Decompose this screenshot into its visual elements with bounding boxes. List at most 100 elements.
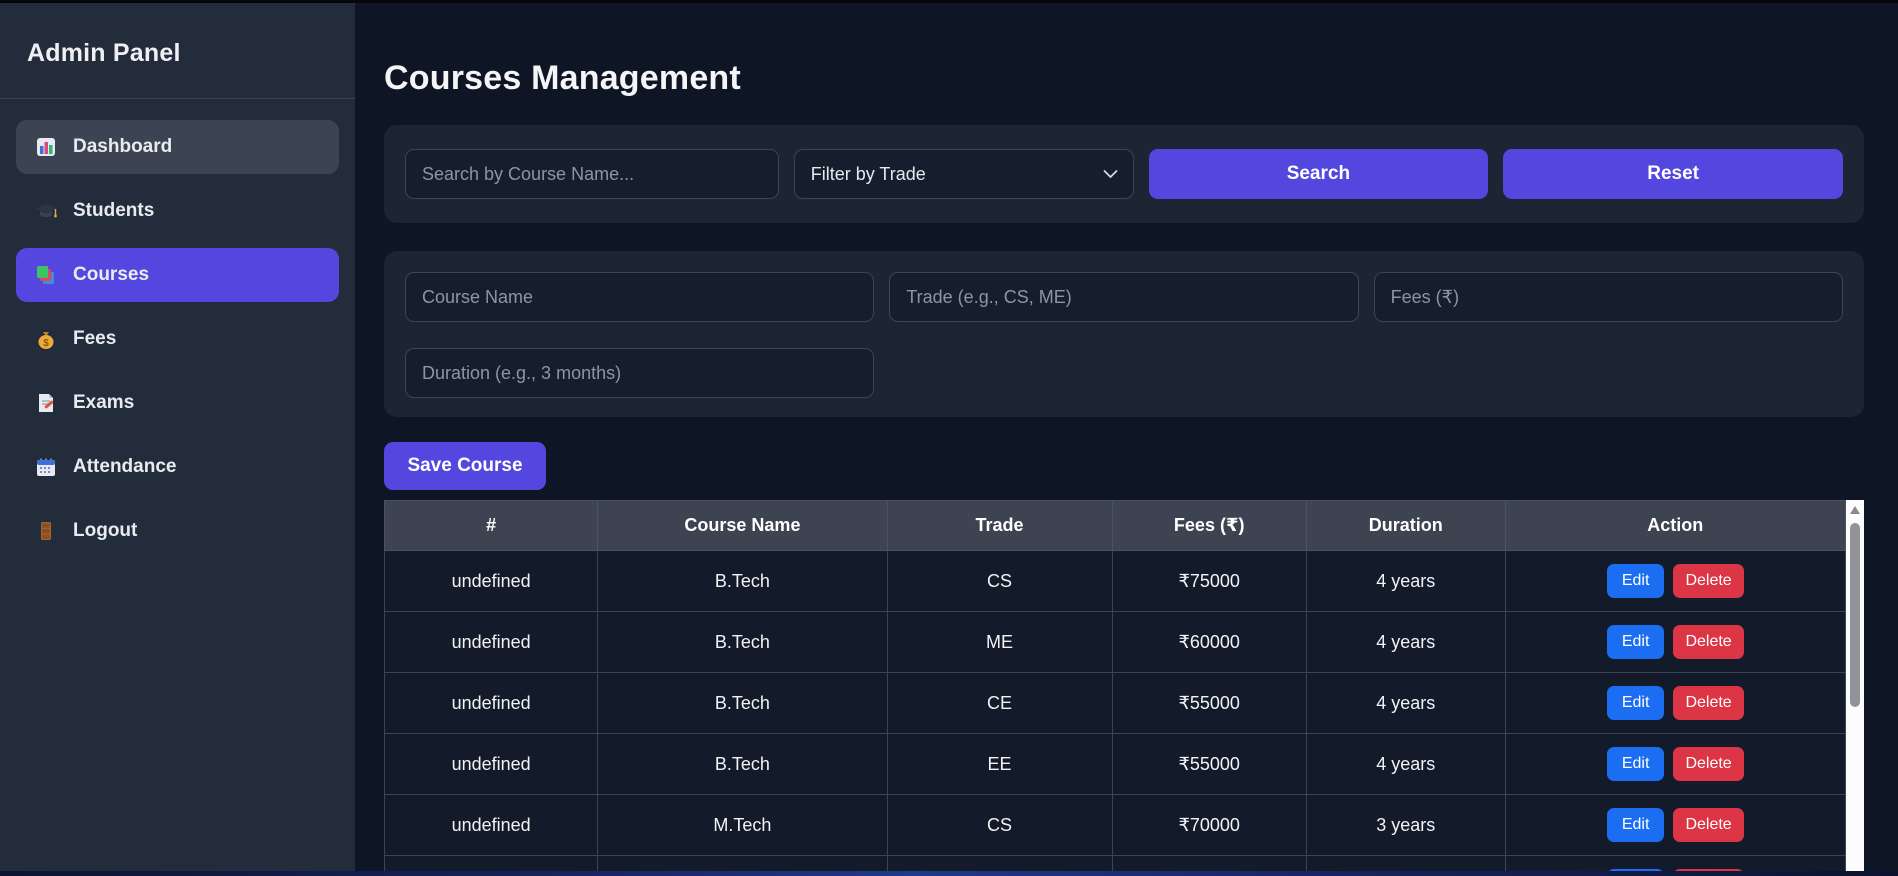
cell-duration: 4 years: [1305, 550, 1506, 612]
cell-trade: [886, 855, 1113, 876]
window-top-edge: [0, 0, 1898, 3]
cell-trade: CS: [886, 550, 1113, 612]
cell-fees: ₹55000: [1111, 733, 1307, 795]
cell-duration: 4 years: [1305, 672, 1506, 734]
cell-index: undefined: [384, 550, 599, 612]
cell-duration: 4 years: [1305, 733, 1506, 795]
column-header-course: Course Name: [597, 500, 888, 551]
sidebar: Admin Panel Dashboard Students Courses: [0, 3, 355, 876]
table-header-row: # Course Name Trade Fees (₹) Duration Ac…: [384, 500, 1847, 551]
cell-actions: Edit Delete: [1504, 550, 1847, 612]
cell-fees: ₹55000: [1111, 672, 1307, 734]
trade-field[interactable]: [889, 272, 1359, 322]
search-button[interactable]: Search: [1148, 149, 1489, 199]
sidebar-item-fees[interactable]: $ Fees: [16, 312, 339, 366]
exams-icon: [34, 391, 58, 415]
column-header-duration: Duration: [1305, 500, 1506, 551]
trade-filter-select[interactable]: Filter by Trade: [793, 149, 1134, 199]
search-filter-card: Filter by Trade Search Reset: [384, 125, 1864, 223]
dashboard-icon: [34, 135, 58, 159]
column-header-index: #: [384, 500, 599, 551]
cell-index: undefined: [384, 672, 599, 734]
column-header-trade: Trade: [886, 500, 1113, 551]
delete-button[interactable]: Delete: [1673, 564, 1744, 598]
edit-button[interactable]: Edit: [1606, 564, 1665, 598]
scrollbar-up-arrow-icon[interactable]: [1850, 506, 1860, 514]
table-row: undefined B.Tech ME ₹60000 4 years Edit …: [384, 611, 1847, 673]
sidebar-item-students[interactable]: Students: [16, 184, 339, 238]
column-header-fees: Fees (₹): [1111, 500, 1307, 551]
table-row: undefined B.Tech CE ₹55000 4 years Edit …: [384, 672, 1847, 734]
students-icon: [34, 199, 58, 223]
cell-fees: ₹70000: [1111, 794, 1307, 856]
courses-icon: [34, 263, 58, 287]
sidebar-nav: Dashboard Students Courses $ Fees: [0, 99, 355, 558]
attendance-icon: [34, 455, 58, 479]
course-form-card: [384, 251, 1864, 417]
column-header-action: Action: [1504, 500, 1847, 551]
edit-button[interactable]: Edit: [1606, 686, 1665, 720]
cell-duration: 3 years: [1305, 794, 1506, 856]
cell-course: M.Tech: [597, 794, 888, 856]
cell-duration: [1305, 855, 1506, 876]
cell-course: B.Tech: [597, 611, 888, 673]
save-course-button[interactable]: Save Course: [384, 442, 546, 490]
svg-text:$: $: [43, 338, 49, 349]
duration-field[interactable]: [405, 348, 875, 398]
sidebar-item-label: Students: [73, 200, 155, 221]
cell-course: B.Tech: [597, 733, 888, 795]
sidebar-item-label: Exams: [73, 392, 135, 413]
cell-fees: ₹75000: [1111, 550, 1307, 612]
fees-icon: $: [34, 327, 58, 351]
cell-actions: Edit Delete: [1504, 733, 1847, 795]
delete-button[interactable]: Delete: [1673, 747, 1744, 781]
fees-field[interactable]: [1373, 272, 1843, 322]
sidebar-item-label: Logout: [73, 520, 138, 541]
sidebar-item-label: Dashboard: [73, 136, 173, 157]
edit-button[interactable]: Edit: [1606, 808, 1665, 842]
sidebar-item-label: Attendance: [73, 456, 177, 477]
edit-button[interactable]: Edit: [1606, 625, 1665, 659]
course-name-field[interactable]: [405, 272, 875, 322]
logout-icon: [34, 519, 58, 543]
cell-course: B.Tech: [597, 672, 888, 734]
sidebar-item-courses[interactable]: Courses: [16, 248, 339, 302]
cell-index: undefined: [384, 611, 599, 673]
courses-table-container: # Course Name Trade Fees (₹) Duration Ac…: [384, 500, 1864, 876]
sidebar-item-label: Fees: [73, 328, 117, 349]
cell-trade: CE: [886, 672, 1113, 734]
delete-button[interactable]: Delete: [1673, 686, 1744, 720]
cell-trade: CS: [886, 794, 1113, 856]
cell-duration: 4 years: [1305, 611, 1506, 673]
sidebar-item-dashboard[interactable]: Dashboard: [16, 120, 339, 174]
table-scrollbar[interactable]: [1846, 500, 1864, 876]
cell-fees: ₹60000: [1111, 611, 1307, 673]
cell-index: undefined: [384, 794, 599, 856]
page-title: Courses Management: [384, 59, 741, 97]
cell-fees: [1111, 855, 1307, 876]
table-row: undefined B.Tech EE ₹55000 4 years Edit …: [384, 733, 1847, 795]
sidebar-item-attendance[interactable]: Attendance: [16, 440, 339, 494]
cell-actions: Edit Delete: [1504, 794, 1847, 856]
edit-button[interactable]: Edit: [1606, 747, 1665, 781]
reset-button[interactable]: Reset: [1503, 149, 1843, 199]
sidebar-item-exams[interactable]: Exams: [16, 376, 339, 430]
cell-course: B.Tech: [597, 550, 888, 612]
search-input[interactable]: [405, 149, 779, 199]
table-row-partial: Edit Delete: [384, 855, 1847, 876]
delete-button[interactable]: Delete: [1673, 625, 1744, 659]
sidebar-item-logout[interactable]: Logout: [16, 504, 339, 558]
sidebar-item-label: Courses: [73, 264, 150, 285]
table-row: undefined M.Tech CS ₹70000 3 years Edit …: [384, 794, 1847, 856]
delete-button[interactable]: Delete: [1673, 808, 1744, 842]
cell-trade: ME: [886, 611, 1113, 673]
window-bottom-edge: [0, 871, 1898, 876]
courses-table: # Course Name Trade Fees (₹) Duration Ac…: [384, 500, 1847, 876]
table-row: undefined B.Tech CS ₹75000 4 years Edit …: [384, 550, 1847, 612]
cell-actions: Edit Delete: [1504, 672, 1847, 734]
main-content: Courses Management Filter by Trade Searc…: [355, 3, 1898, 876]
app-title: Admin Panel: [27, 39, 181, 67]
scrollbar-thumb[interactable]: [1850, 523, 1860, 707]
cell-index: [384, 855, 599, 876]
